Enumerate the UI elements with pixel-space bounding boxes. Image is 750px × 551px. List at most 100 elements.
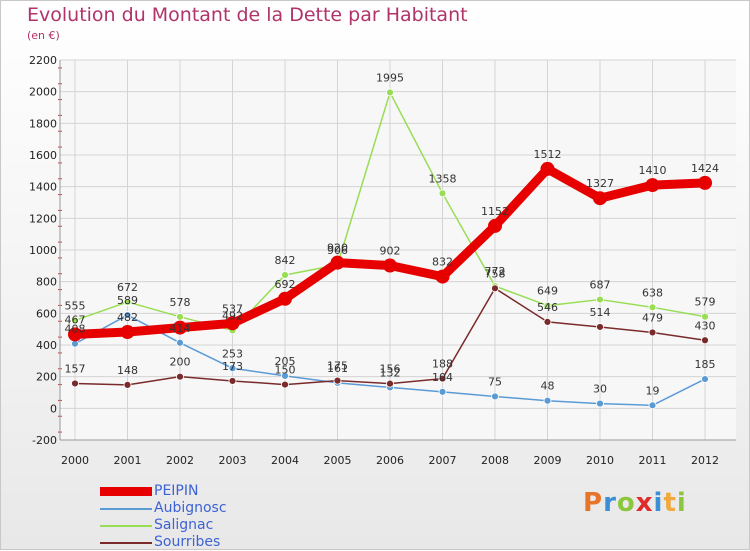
- data-point-salignac: [71, 316, 79, 325]
- data-point-sourribes: [333, 376, 342, 385]
- chart-title: Evolution du Montant de la Dette par Hab…: [27, 4, 468, 26]
- data-label-peipin: 692: [275, 278, 296, 291]
- y-tick-label: 1400: [29, 181, 57, 194]
- data-point-peipin: [435, 269, 450, 284]
- data-point-sourribes: [123, 380, 132, 389]
- data-label-sourribes: 150: [275, 364, 296, 377]
- data-point-peipin: [120, 325, 135, 340]
- data-point-peipin: [278, 291, 292, 306]
- proxiti-logo: Proxiti: [583, 488, 687, 518]
- data-point-salignac: [386, 88, 394, 97]
- x-tick-label: 2004: [271, 454, 299, 467]
- data-point-aubignosc: [648, 401, 657, 410]
- legend-label: Aubignosc: [154, 500, 227, 516]
- data-label-aubignosc: 589: [117, 294, 138, 307]
- legend-label: Salignac: [154, 517, 214, 533]
- data-label-aubignosc: 253: [222, 347, 243, 360]
- data-label-sourribes: 758: [485, 267, 506, 280]
- data-point-salignac: [438, 189, 447, 198]
- data-point-sourribes: [596, 323, 604, 331]
- data-point-sourribes: [543, 317, 552, 326]
- data-label-salignac: 555: [65, 299, 86, 312]
- data-label-salignac: 579: [695, 296, 716, 309]
- x-tick-label: 2005: [324, 454, 352, 467]
- logo-letter: i: [676, 488, 687, 518]
- y-tick-label: 1200: [29, 212, 57, 225]
- data-label-aubignosc: 132: [380, 366, 401, 379]
- data-point-peipin: [540, 161, 555, 176]
- y-tick-label: 1800: [29, 117, 57, 130]
- y-tick-label: 2000: [29, 86, 57, 99]
- data-label-salignac: 906: [327, 244, 348, 257]
- y-tick-label: 200: [36, 371, 57, 384]
- data-point-aubignosc: [438, 387, 447, 396]
- logo-letter: P: [583, 488, 604, 518]
- data-point-aubignosc: [176, 338, 184, 347]
- data-label-salignac: 649: [537, 285, 558, 298]
- x-tick-label: 2002: [166, 454, 194, 467]
- x-tick-label: 2008: [481, 454, 509, 467]
- data-point-sourribes: [71, 379, 79, 388]
- data-point-sourribes: [228, 377, 237, 385]
- x-tick-label: 2009: [534, 454, 562, 467]
- data-point-peipin: [698, 175, 712, 190]
- data-label-peipin: 920: [327, 242, 348, 255]
- data-label-salignac: 492: [222, 309, 243, 322]
- legend-swatch: [100, 525, 152, 527]
- logo-letter: o: [616, 488, 636, 518]
- data-point-peipin: [173, 320, 187, 335]
- logo-letter: t: [663, 488, 677, 518]
- legend-swatch: [100, 487, 152, 496]
- legend-label: Sourribes: [154, 534, 221, 550]
- data-label-aubignosc: 75: [488, 375, 502, 388]
- data-point-sourribes: [438, 374, 447, 383]
- data-label-peipin: 1512: [534, 148, 562, 161]
- legend-swatch: [100, 508, 152, 510]
- x-tick-label: 2012: [691, 454, 719, 467]
- x-tick-label: 2003: [219, 454, 247, 467]
- data-label-peipin: 482: [117, 311, 138, 324]
- data-label-salignac: 687: [590, 279, 611, 292]
- data-label-sourribes: 175: [327, 360, 348, 373]
- data-label-sourribes: 430: [695, 319, 716, 332]
- chart-subtitle: (en €): [27, 29, 60, 42]
- data-point-peipin: [488, 218, 502, 233]
- data-point-sourribes: [386, 379, 394, 388]
- data-point-peipin: [383, 258, 397, 273]
- data-label-peipin: 1152: [481, 205, 509, 218]
- legend-label: PEIPIN: [154, 483, 199, 499]
- logo-letter: i: [653, 488, 664, 518]
- data-label-aubignosc: 30: [593, 383, 607, 396]
- x-tick-label: 2001: [114, 454, 142, 467]
- y-tick-label: 800: [36, 276, 57, 289]
- data-label-aubignosc: 205: [275, 355, 296, 368]
- data-label-salignac: 772: [485, 265, 506, 278]
- data-point-peipin: [645, 178, 660, 193]
- data-point-salignac: [596, 295, 604, 304]
- x-tick-label: 2010: [586, 454, 614, 467]
- data-point-sourribes: [491, 284, 499, 293]
- x-tick-label: 2006: [376, 454, 404, 467]
- data-point-aubignosc: [228, 364, 237, 373]
- x-tick-label: 2000: [61, 454, 89, 467]
- data-label-sourribes: 546: [537, 301, 558, 314]
- data-point-aubignosc: [281, 371, 289, 380]
- y-tick-label: 1600: [29, 149, 57, 162]
- data-label-aubignosc: 48: [541, 380, 555, 393]
- data-point-aubignosc: [123, 311, 132, 319]
- data-label-salignac: 672: [117, 281, 138, 294]
- data-point-salignac: [123, 298, 132, 306]
- y-tick-label: 400: [36, 339, 57, 352]
- data-point-sourribes: [701, 336, 709, 345]
- data-label-sourribes: 479: [642, 311, 663, 324]
- data-point-aubignosc: [701, 375, 709, 383]
- data-point-salignac: [281, 271, 289, 279]
- logo-letter: r: [603, 488, 617, 518]
- data-point-salignac: [543, 301, 552, 310]
- data-label-peipin: 902: [380, 245, 401, 258]
- data-label-sourribes: 188: [432, 358, 453, 371]
- data-label-aubignosc: 185: [695, 358, 716, 371]
- data-label-salignac: 638: [642, 286, 663, 299]
- data-point-peipin: [225, 316, 240, 331]
